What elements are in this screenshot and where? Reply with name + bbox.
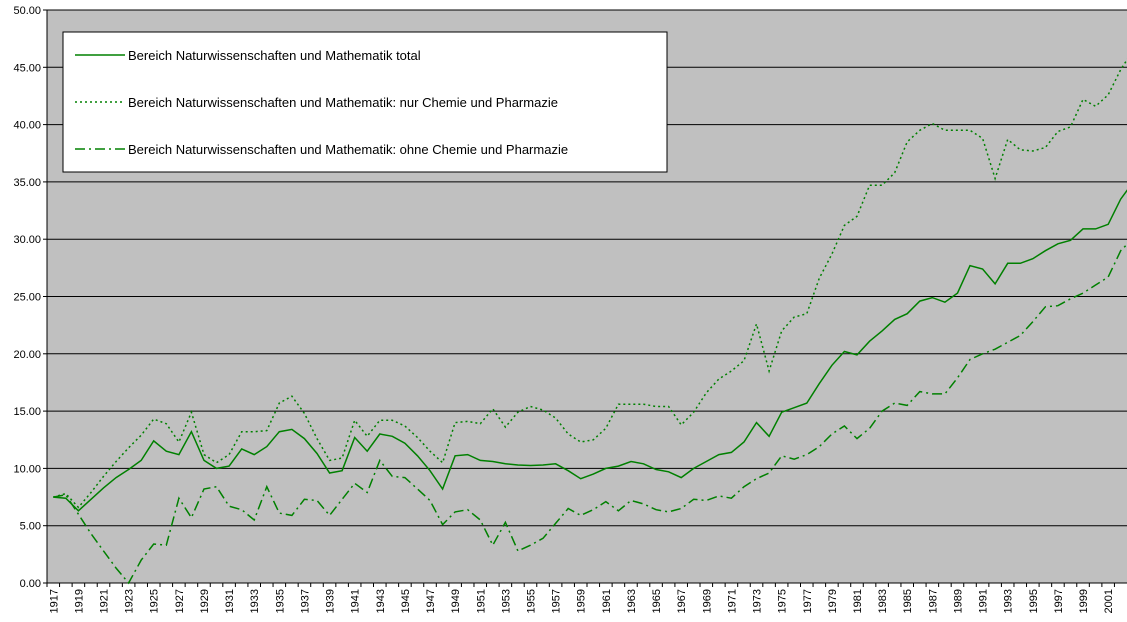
x-tick-label: 1993 xyxy=(1003,589,1015,613)
y-tick-label: 10.00 xyxy=(13,463,41,475)
x-tick-label: 1977 xyxy=(802,589,814,613)
y-tick-label: 5.00 xyxy=(20,521,41,533)
x-tick-label: 1979 xyxy=(827,589,839,613)
x-tick-label: 1945 xyxy=(400,589,412,613)
x-tick-label: 1935 xyxy=(274,589,286,613)
y-tick-label: 15.00 xyxy=(13,406,41,418)
x-tick-label: 1959 xyxy=(576,589,588,613)
x-tick-label: 1999 xyxy=(1078,589,1090,613)
series-line xyxy=(53,243,1127,585)
y-tick-label: 0.00 xyxy=(20,578,41,590)
x-tick-label: 1987 xyxy=(927,589,939,613)
y-tick-label: 50.00 xyxy=(13,5,41,17)
x-tick-label: 1961 xyxy=(601,589,613,613)
x-tick-label: 1951 xyxy=(475,589,487,613)
series-line xyxy=(53,58,1127,509)
x-tick-label: 1933 xyxy=(249,589,261,613)
y-tick-label: 25.00 xyxy=(13,292,41,304)
legend-label: Bereich Naturwissenschaften und Mathemat… xyxy=(128,95,558,110)
x-tick-label: 1939 xyxy=(325,589,337,613)
x-tick-label: 1991 xyxy=(978,589,990,613)
x-tick-label: 1949 xyxy=(450,589,462,613)
x-tick-label: 1929 xyxy=(199,589,211,613)
x-tick-label: 1937 xyxy=(299,589,311,613)
x-tick-label: 1919 xyxy=(73,589,85,613)
x-tick-label: 1985 xyxy=(902,589,914,613)
x-tick-label: 1973 xyxy=(752,589,764,613)
x-tick-label: 1969 xyxy=(701,589,713,613)
x-tick-label: 1955 xyxy=(525,589,537,613)
y-tick-label: 20.00 xyxy=(13,349,41,361)
x-tick-label: 1927 xyxy=(174,589,186,613)
x-tick-label: 1925 xyxy=(149,589,161,613)
x-tick-label: 1957 xyxy=(551,589,563,613)
x-tick-label: 1953 xyxy=(500,589,512,613)
legend xyxy=(62,31,668,173)
y-tick-label: 40.00 xyxy=(13,120,41,132)
x-tick-label: 1943 xyxy=(375,589,387,613)
x-tick-label: 1971 xyxy=(726,589,738,613)
series-line xyxy=(53,189,1127,512)
y-tick-label: 35.00 xyxy=(13,177,41,189)
x-tick-label: 1981 xyxy=(852,589,864,613)
x-tick-label: 1947 xyxy=(425,589,437,613)
x-tick-label: 1931 xyxy=(224,589,236,613)
legend-label: Bereich Naturwissenschaften und Mathemat… xyxy=(128,48,421,63)
x-tick-label: 1923 xyxy=(124,589,136,613)
legend-label: Bereich Naturwissenschaften und Mathemat… xyxy=(128,142,568,157)
x-tick-label: 1975 xyxy=(777,589,789,613)
x-tick-label: 1941 xyxy=(350,589,362,613)
x-tick-label: 2001 xyxy=(1103,589,1115,613)
x-tick-label: 1965 xyxy=(651,589,663,613)
y-tick-label: 45.00 xyxy=(13,62,41,74)
x-tick-label: 1967 xyxy=(676,589,688,613)
x-tick-label: 1997 xyxy=(1053,589,1065,613)
x-tick-label: 1983 xyxy=(877,589,889,613)
x-tick-label: 1989 xyxy=(952,589,964,613)
x-tick-label: 1963 xyxy=(626,589,638,613)
x-tick-label: 1995 xyxy=(1028,589,1040,613)
x-tick-label: 1921 xyxy=(99,589,111,613)
y-tick-label: 30.00 xyxy=(13,234,41,246)
x-tick-label: 1917 xyxy=(48,589,60,613)
